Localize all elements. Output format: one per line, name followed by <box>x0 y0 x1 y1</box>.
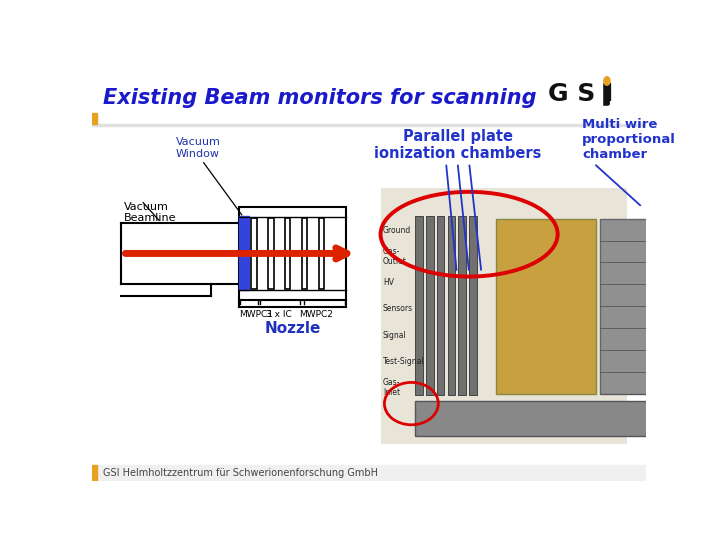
Text: MWPC1: MWPC1 <box>239 309 273 319</box>
Text: HV: HV <box>383 278 394 287</box>
Bar <box>92 465 647 481</box>
Text: Gas-
Outlet: Gas- Outlet <box>383 247 407 266</box>
Bar <box>285 218 290 289</box>
Bar <box>600 219 650 394</box>
Text: G S I: G S I <box>548 82 613 106</box>
Bar <box>469 217 477 395</box>
Text: MWPC2: MWPC2 <box>299 309 333 319</box>
Bar <box>239 207 346 300</box>
Bar <box>92 112 97 124</box>
Bar <box>448 217 455 395</box>
Bar <box>268 218 274 289</box>
Bar <box>496 219 596 394</box>
Text: Vacuum
Window: Vacuum Window <box>176 137 220 159</box>
Text: Existing Beam monitors for scanning: Existing Beam monitors for scanning <box>102 88 536 108</box>
FancyArrowPatch shape <box>125 248 347 259</box>
Text: Vacuum
Beamline: Vacuum Beamline <box>124 202 176 224</box>
Text: Nozzle: Nozzle <box>264 321 320 336</box>
Text: Sensors: Sensors <box>383 305 413 313</box>
Bar <box>251 218 256 289</box>
Bar <box>415 217 423 395</box>
Bar <box>415 401 650 436</box>
Bar <box>381 188 627 444</box>
Bar <box>92 124 647 126</box>
Bar <box>426 217 433 395</box>
Text: Gas-
Inlet: Gas- Inlet <box>383 378 400 397</box>
Text: Multi wire
proportional
chamber: Multi wire proportional chamber <box>582 118 676 161</box>
Bar <box>302 218 307 289</box>
Text: Parallel plate
ionization chambers: Parallel plate ionization chambers <box>374 129 541 161</box>
Text: 3 x IC: 3 x IC <box>266 309 292 319</box>
Text: Ground: Ground <box>383 226 411 235</box>
Bar <box>92 465 97 481</box>
Text: Test-Signal: Test-Signal <box>383 357 425 366</box>
Bar <box>437 217 444 395</box>
Ellipse shape <box>604 77 610 85</box>
Text: Signal: Signal <box>383 330 407 340</box>
Bar <box>459 217 466 395</box>
Bar <box>319 218 324 289</box>
Text: GSI Helmholtzzentrum für Schwerionenforschung GmbH: GSI Helmholtzzentrum für Schwerionenfors… <box>102 468 377 478</box>
Bar <box>239 217 249 289</box>
